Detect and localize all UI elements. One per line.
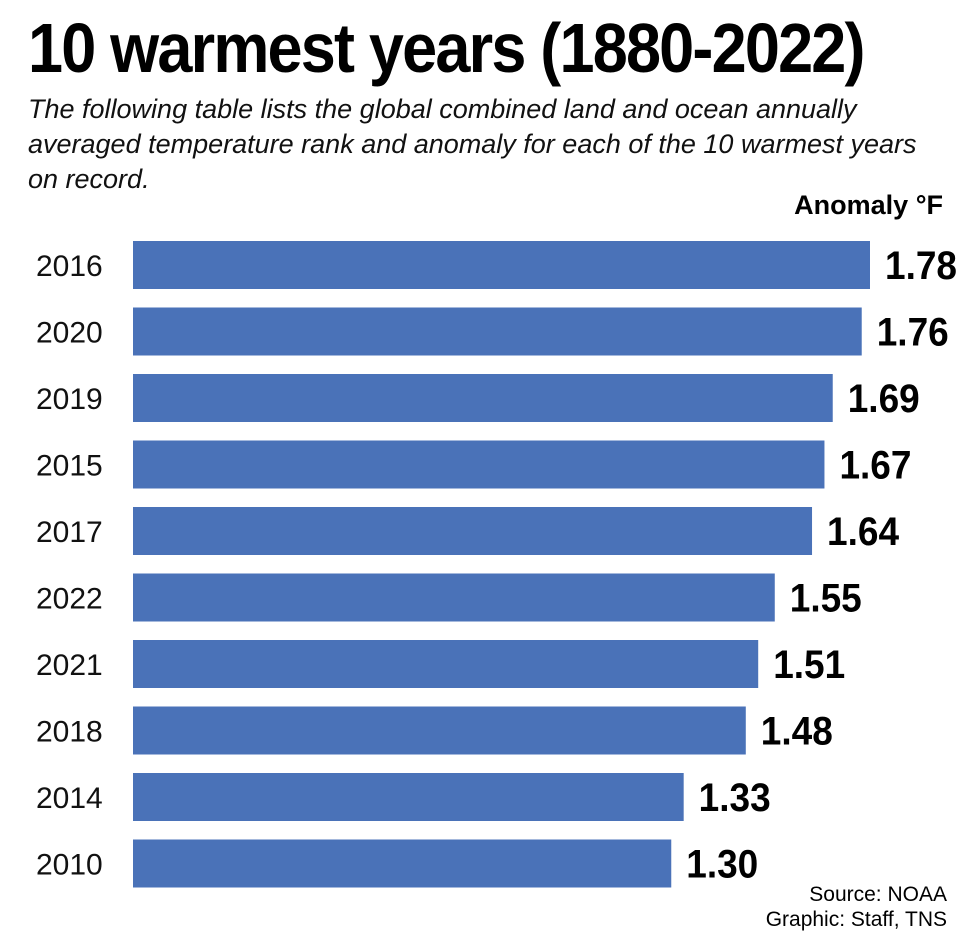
- value-axis-label: Anomaly °F: [794, 190, 943, 220]
- chart-title: 10 warmest years (1880-2022): [28, 9, 866, 87]
- value-label: 1.30: [686, 843, 758, 887]
- bar: [133, 839, 672, 888]
- chart-subtitle: The following table lists the global com…: [28, 94, 917, 194]
- bar: [133, 507, 813, 555]
- year-label: 2014: [36, 782, 103, 815]
- value-label: 1.33: [699, 776, 771, 820]
- bar: [133, 773, 684, 821]
- year-label: 2016: [36, 250, 103, 283]
- year-label: 2020: [36, 317, 103, 350]
- bar-row-2010: 2010 1.30: [36, 839, 758, 888]
- value-label: 1.69: [848, 377, 920, 421]
- value-label: 1.78: [885, 244, 957, 288]
- bar: [133, 307, 862, 356]
- value-label: 1.51: [773, 643, 845, 687]
- bar-row-2017: 2017 1.64: [36, 507, 900, 555]
- bar-row-2021: 2021 1.51: [36, 640, 845, 688]
- bar: [133, 640, 759, 688]
- value-label: 1.48: [761, 710, 833, 754]
- bar-row-2022: 2022 1.55: [36, 573, 862, 622]
- source-text: Source: NOAA: [809, 883, 947, 906]
- bar-row-2014: 2014 1.33: [36, 773, 771, 821]
- value-label: 1.76: [877, 311, 949, 355]
- bar: [133, 706, 746, 755]
- bar-row-2020: 2020 1.76: [36, 307, 949, 356]
- year-label: 2017: [36, 516, 103, 549]
- value-label: 1.55: [790, 577, 862, 621]
- value-label: 1.67: [839, 444, 911, 488]
- year-label: 2019: [36, 383, 103, 416]
- year-label: 2022: [36, 583, 103, 616]
- bar-row-2016: 2016 1.78: [36, 241, 957, 289]
- source-credit: Source: NOAA Graphic: Staff, TNS: [766, 882, 947, 932]
- bar-row-2019: 2019 1.69: [36, 374, 920, 422]
- bar-row-2015: 2015 1.67: [36, 440, 911, 489]
- bar-row-2018: 2018 1.48: [36, 706, 833, 755]
- bar: [133, 573, 775, 622]
- value-label: 1.64: [827, 510, 900, 554]
- bar: [133, 374, 833, 422]
- year-label: 2021: [36, 649, 103, 682]
- bar: [133, 440, 825, 489]
- bar: [133, 241, 870, 289]
- year-label: 2015: [36, 450, 103, 483]
- year-label: 2018: [36, 716, 103, 749]
- graphic-credit: Graphic: Staff, TNS: [765, 908, 947, 931]
- year-label: 2010: [36, 849, 103, 882]
